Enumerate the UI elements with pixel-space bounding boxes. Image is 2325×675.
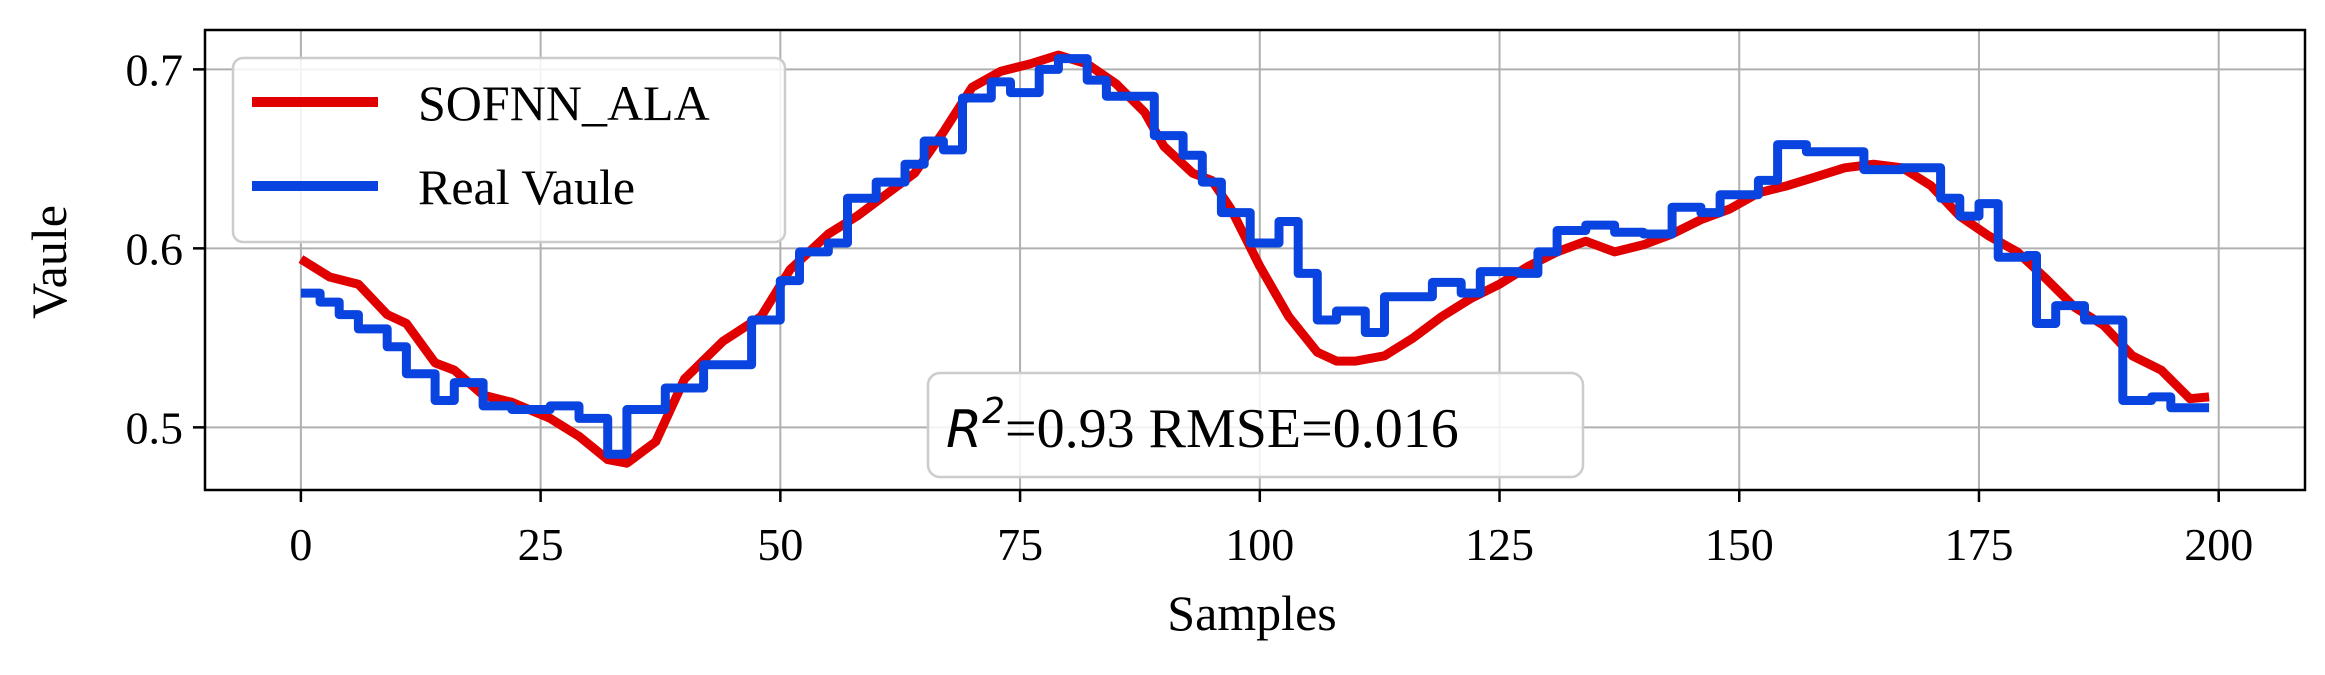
x-tick-label: 0 [289,519,312,570]
x-axis-title: Samples [1167,585,1336,641]
annotation-box [926,371,1585,479]
legend: SOFNN_ALA Real Vaule [231,56,787,244]
legend-label-sofnn-ala: SOFNN_ALA [418,75,710,131]
series-lines [298,50,2210,468]
metrics-values: =0.93 RMSE=0.016 [1005,398,1459,460]
y-tick-label: 0.5 [126,402,184,453]
x-tick-label: 100 [1225,519,1294,570]
y-tick-label: 0.7 [126,44,184,95]
x-tick-label: 150 [1705,519,1774,570]
y-tick-label: 0.6 [126,223,184,274]
axis-ticks: 0 25 50 75 100 125 150 175 200 0.5 0.6 0.7 [126,44,2254,570]
x-tick-label: 50 [757,519,803,570]
series-line-1 [300,54,2210,459]
legend-label-real-vaule: Real Vaule [418,159,635,215]
x-tick-label: 25 [518,519,564,570]
metrics-annotation: R2=0.93 RMSE=0.016 [926,371,1585,479]
y-axis-title: Vaule [21,205,77,319]
plot-frame [203,28,2307,492]
r2-symbol: R [946,400,982,460]
x-tick-label: 175 [1944,519,2013,570]
x-tick-label: 75 [997,519,1043,570]
r2-exponent: 2 [982,391,1005,432]
x-tick-label: 200 [2184,519,2253,570]
x-tick-label: 125 [1465,519,1534,570]
annotation-text: R2=0.93 RMSE=0.016 [946,391,1459,460]
